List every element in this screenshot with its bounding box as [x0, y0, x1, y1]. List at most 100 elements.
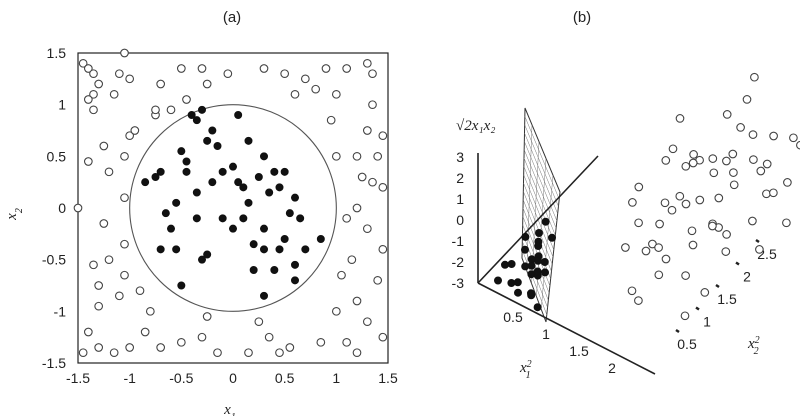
outer-class-point — [300, 74, 310, 84]
outer-class-point — [140, 327, 150, 337]
panel-a: (a) -1.5 -1 -0.5 0 0.5 1 1.5 -1.5 -1 -0.5 0 0.5 1 1.… — [4, 9, 398, 416]
outer-class-point — [750, 72, 759, 82]
outer-class-point — [275, 348, 284, 358]
panel-b-y-axis-label: x2 2 — [747, 335, 760, 357]
inner-class-point — [172, 198, 181, 207]
outer-class-point — [78, 348, 88, 358]
y-tick-label: -1.5 — [42, 355, 66, 371]
outer-class-point — [368, 177, 377, 187]
outer-class-point — [378, 131, 388, 141]
inner-class-point — [270, 167, 279, 176]
z-tick-label: -2 — [452, 254, 465, 270]
outer-class-point — [151, 105, 160, 115]
outer-class-point — [104, 255, 114, 265]
inner-class-point — [280, 167, 289, 176]
x2-squared-tick-label: 2 — [743, 269, 751, 285]
inner-class-point — [156, 167, 165, 176]
inner-class-point — [192, 116, 201, 125]
outer-class-point — [681, 199, 691, 209]
outer-class-point — [755, 245, 764, 254]
inner-class-point — [254, 172, 263, 181]
inner-class-point — [239, 214, 248, 223]
outer-class-point — [125, 131, 135, 141]
inner-class-point — [208, 126, 217, 135]
panel-a-x-axis-label: x1 — [223, 402, 236, 416]
inner-class-point — [507, 259, 516, 268]
inner-class-point — [541, 268, 550, 277]
y-tick-label: 1.5 — [47, 45, 67, 61]
outer-class-point — [83, 64, 93, 73]
outer-class-point — [736, 123, 745, 132]
inner-class-point — [177, 281, 186, 290]
panel-b-z-axis-label: √2x₁x₂ — [456, 118, 495, 134]
inner-class-point — [521, 262, 530, 271]
outer-class-point — [104, 167, 114, 177]
x2-squared-tick-label: 0.5 — [677, 336, 697, 352]
outer-class-point — [373, 151, 383, 161]
plane-grid-line — [523, 166, 555, 243]
inner-class-point — [514, 288, 523, 297]
outer-class-point — [176, 64, 186, 73]
outer-class-point — [337, 270, 346, 280]
outer-class-point — [326, 115, 336, 125]
inner-class-point — [301, 245, 310, 254]
outer-class-point — [729, 180, 739, 190]
x2-squared-tick-mark — [755, 238, 760, 244]
inner-class-point — [270, 265, 279, 274]
outer-class-point — [654, 270, 664, 280]
inner-class-point — [500, 260, 509, 269]
inner-class-point — [259, 245, 268, 254]
x1-squared-tick-label: 1.5 — [569, 343, 589, 359]
outer-class-point — [373, 275, 383, 285]
inner-class-point — [534, 241, 543, 250]
inner-class-point — [151, 172, 160, 181]
outer-class-point — [342, 213, 352, 223]
outer-class-point — [197, 332, 207, 342]
x-tick-label: 1.5 — [378, 370, 398, 386]
y-tick-label: 1 — [58, 97, 66, 113]
outer-class-point — [362, 224, 372, 234]
panel-b-x-ticks: 0.5 1 1.5 2 — [503, 309, 616, 376]
outer-class-point — [166, 105, 176, 115]
inner-class-point — [534, 256, 543, 265]
inner-class-point — [234, 178, 243, 187]
panel-b-z-ticks: 3 2 1 0 -1 -2 -3 — [452, 149, 465, 291]
outer-class-point — [125, 74, 135, 84]
inner-class-point — [192, 214, 201, 223]
outer-class-point — [83, 327, 93, 337]
z-tick-label: -3 — [452, 275, 465, 291]
outer-class-point — [667, 205, 677, 215]
outer-class-point — [661, 254, 671, 264]
inner-class-point — [228, 162, 237, 171]
x2-squared-tick-mark — [735, 261, 740, 266]
inner-class-point — [280, 234, 289, 243]
inner-class-point — [290, 193, 299, 202]
inner-class-point — [218, 167, 227, 176]
panel-a-y-axis-label: x2 — [4, 208, 25, 221]
outer-class-point — [202, 312, 212, 321]
outer-class-point — [352, 203, 362, 213]
outer-class-point — [362, 126, 372, 135]
x1-squared-tick-label: 1 — [542, 326, 550, 342]
outer-class-point — [722, 230, 731, 239]
inner-class-point — [187, 111, 196, 120]
inner-class-point — [203, 250, 212, 259]
outer-class-point — [689, 150, 698, 159]
outer-class-point — [352, 348, 362, 358]
panel-b-label: (b) — [573, 9, 591, 26]
outer-class-point — [368, 69, 377, 79]
x-tick-label: -0.5 — [169, 370, 193, 386]
circular-decision-boundary — [129, 104, 337, 312]
outer-class-point — [114, 291, 124, 301]
outer-class-point — [321, 64, 331, 73]
inner-class-point — [285, 209, 294, 218]
z-tick-label: -1 — [452, 233, 465, 249]
outer-class-point — [156, 79, 166, 89]
outer-class-point — [176, 337, 186, 347]
outer-class-point — [688, 158, 698, 168]
panel-a-label: (a) — [223, 9, 241, 26]
outer-class-point — [125, 343, 135, 352]
inner-class-point — [208, 178, 217, 187]
